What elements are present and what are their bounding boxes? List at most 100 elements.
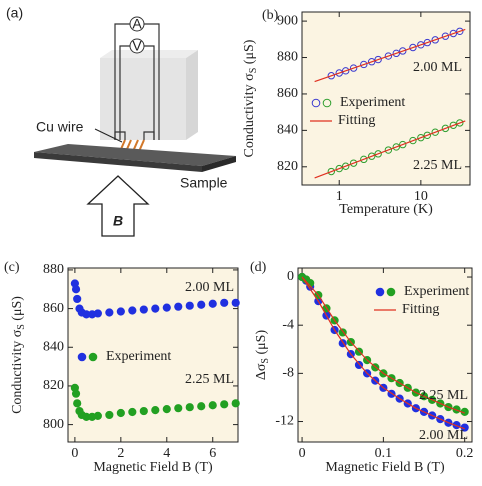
- data-point: [456, 27, 464, 36]
- data-point: [399, 140, 407, 149]
- ammeter-label: A: [132, 16, 142, 32]
- data-point: [423, 131, 432, 139]
- data-point: [128, 306, 137, 315]
- data-point: [151, 304, 160, 313]
- x-tick-label: 4: [163, 446, 170, 461]
- y-label-unit: (μS): [10, 296, 25, 324]
- plot-area: [302, 12, 470, 185]
- legend-marker: [88, 352, 98, 362]
- data-point: [431, 128, 439, 136]
- fit-line: [314, 120, 466, 179]
- data-point: [93, 309, 102, 318]
- data-point: [341, 67, 350, 75]
- data-point: [73, 294, 82, 304]
- data-point: [185, 403, 194, 412]
- data-point: [174, 302, 183, 311]
- data-point: [220, 400, 229, 409]
- x-tick-label: 0: [299, 446, 306, 461]
- x-tick-label: 0.2: [456, 446, 474, 461]
- y-tick-label: -4: [282, 317, 294, 332]
- data-point: [335, 69, 343, 77]
- sample-front: [34, 152, 202, 172]
- y-label-unit: (μS): [254, 330, 269, 358]
- y-label-sub: S: [248, 68, 259, 74]
- y-label-sub: S: [260, 358, 271, 364]
- data-point: [116, 408, 125, 418]
- data-point: [368, 152, 376, 160]
- data-point: [392, 143, 400, 151]
- data-point: [93, 411, 102, 420]
- ammeter: [129, 16, 145, 32]
- legend-label: Experiment: [404, 284, 469, 299]
- annotation: 2.25 ML: [419, 388, 468, 403]
- sample-side: [202, 156, 236, 172]
- y-tick-label: 860: [277, 86, 298, 101]
- plot-frame: [67, 267, 239, 443]
- x-axis-label: Temperature (K): [339, 202, 433, 217]
- legend-marker: [322, 98, 332, 108]
- y-axis-label: Conductivity σS (μS): [242, 39, 259, 157]
- y-tick-label: 0: [287, 269, 294, 284]
- plot-area: [298, 268, 472, 442]
- y-label-main: Δσ: [254, 363, 269, 380]
- data-point: [374, 55, 382, 64]
- y-axis-label: ΔσS (μS): [254, 330, 271, 381]
- data-point: [360, 155, 368, 164]
- data-point: [349, 159, 358, 167]
- legend-marker: [375, 287, 385, 297]
- data-point: [341, 162, 350, 170]
- data-point: [231, 298, 240, 307]
- x-axis-label: Magnetic Field B (T): [93, 460, 213, 475]
- data-point: [208, 299, 217, 308]
- x-tick-label: 0: [71, 446, 78, 461]
- data-point: [208, 401, 217, 410]
- panel-label: (c): [4, 260, 20, 275]
- sample-label: Sample: [180, 175, 228, 191]
- y-tick-label: -12: [275, 414, 294, 429]
- y-label-sub: S: [16, 324, 27, 330]
- x-tick-label: 2: [117, 446, 124, 461]
- field-arrow: [86, 175, 150, 237]
- data-point: [399, 47, 407, 55]
- legend-marker: [311, 98, 321, 108]
- data-point: [456, 119, 464, 127]
- x-tick-label: 6: [209, 446, 216, 461]
- data-point: [417, 41, 425, 49]
- data-point: [335, 164, 343, 173]
- data-point: [231, 399, 240, 408]
- y-label-main: Conductivity σ: [242, 73, 257, 158]
- data-point: [349, 64, 358, 72]
- legend-label: Experiment: [340, 95, 405, 110]
- data-point: [71, 389, 81, 398]
- fit-line: [301, 276, 465, 414]
- data-point: [185, 301, 194, 310]
- y-label-unit: (μS): [242, 39, 257, 67]
- chart-panel: (d) -12 -8 -4 0 0 0.1 0.2 Magnetic Field B (T) Δσ…: [250, 260, 473, 475]
- y-tick-label: 800: [43, 417, 64, 432]
- data-point: [409, 43, 417, 52]
- annotation: 2.00 ML: [419, 428, 468, 443]
- probe-holder-side: [186, 50, 198, 140]
- panel-label: (b): [262, 8, 279, 23]
- legend-marker: [77, 352, 87, 362]
- field-label: B: [113, 213, 123, 229]
- data-point: [139, 305, 148, 314]
- plot-frame: [297, 267, 473, 443]
- probe-holder: [100, 58, 186, 140]
- data-point: [384, 146, 393, 154]
- y-tick-label: 880: [277, 50, 298, 65]
- data-point: [105, 410, 114, 420]
- y-tick-label: 880: [43, 262, 64, 277]
- legend-marker: [386, 287, 396, 297]
- data-point: [327, 72, 336, 80]
- y-tick-label: 820: [277, 159, 298, 174]
- x-axis-label: Magnetic Field B (T): [325, 460, 445, 475]
- plot-frame: [301, 11, 471, 186]
- data-point: [374, 150, 382, 158]
- data-point: [441, 32, 450, 40]
- probe-holder-top: [100, 50, 198, 58]
- x-tick-label: 10: [414, 189, 428, 204]
- data-point: [174, 404, 183, 413]
